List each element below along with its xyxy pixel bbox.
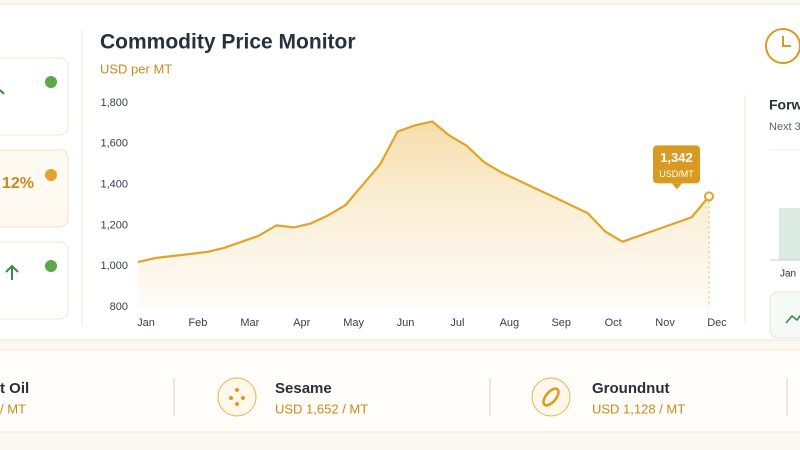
- chart-title: Commodity Price Monitor: [100, 31, 356, 54]
- forward-bar: [779, 208, 800, 260]
- x-tick-label: Oct: [605, 317, 622, 329]
- trend-icon: [785, 314, 800, 324]
- chart-subtitle: USD per MT: [100, 61, 172, 76]
- y-tick-label: 1,400: [100, 179, 128, 191]
- commodity-price: / MT: [0, 401, 26, 416]
- y-tick-label: 1,800: [100, 97, 128, 109]
- forward-title: Forw: [769, 97, 800, 113]
- stat-card: [0, 241, 69, 320]
- commodity-price: USD 1,128 / MT: [592, 401, 685, 416]
- status-dot: [45, 169, 57, 181]
- commodity-icon: [217, 377, 257, 417]
- status-dot: [45, 260, 57, 272]
- x-tick-label: May: [343, 317, 364, 329]
- trend-icon: [5, 264, 19, 280]
- callout: [653, 145, 700, 184]
- value-label: 1,342: [660, 150, 693, 165]
- y-tick-label: 1,200: [100, 219, 128, 231]
- x-tick-label: Sep: [551, 317, 571, 329]
- stat-card: [0, 57, 69, 136]
- area: [138, 121, 709, 308]
- x-tick-label: Jun: [397, 317, 415, 329]
- status-dot: [45, 76, 57, 88]
- x-tick-label: Jul: [450, 317, 464, 329]
- commodity-price: USD 1,652 / MT: [275, 401, 368, 416]
- commodity-icon: [531, 377, 571, 417]
- x-tick-label: Mar: [240, 317, 259, 329]
- commodity-name: t Oil: [0, 380, 29, 397]
- forward-month: Jan: [780, 269, 796, 280]
- x-tick-label: Aug: [500, 317, 520, 329]
- mini-card: [769, 291, 800, 339]
- x-tick-label: Feb: [188, 317, 207, 329]
- x-tick-label: Jan: [137, 317, 155, 329]
- end-point: [704, 191, 714, 202]
- x-tick-label: Nov: [655, 317, 675, 329]
- commodity-strip: [0, 349, 800, 433]
- nut-icon: [542, 387, 560, 407]
- line: [137, 120, 710, 264]
- change-value: 12%: [2, 175, 34, 192]
- trend-icon: [0, 89, 5, 95]
- y-tick-label: 1,600: [100, 138, 128, 150]
- y-tick-label: 1,000: [100, 260, 128, 272]
- y-tick-label: 800: [110, 301, 128, 313]
- clock-icon: [765, 28, 800, 64]
- commodity-name: Sesame: [275, 380, 332, 397]
- x-tick-label: Apr: [293, 317, 310, 329]
- commodity-name: Groundnut: [592, 380, 669, 397]
- x-tick-label: Dec: [707, 317, 727, 329]
- seed-icon: [229, 388, 245, 406]
- plot: 800 1,000 1,200 1,400 1,600 1,800 Jan Feb Mar Apr…: [100, 97, 727, 329]
- value-unit: USD/MT: [659, 169, 694, 179]
- forward-subtitle: Next 3: [769, 121, 800, 133]
- clock-hands: [782, 36, 791, 47]
- callout-tip: [672, 183, 682, 190]
